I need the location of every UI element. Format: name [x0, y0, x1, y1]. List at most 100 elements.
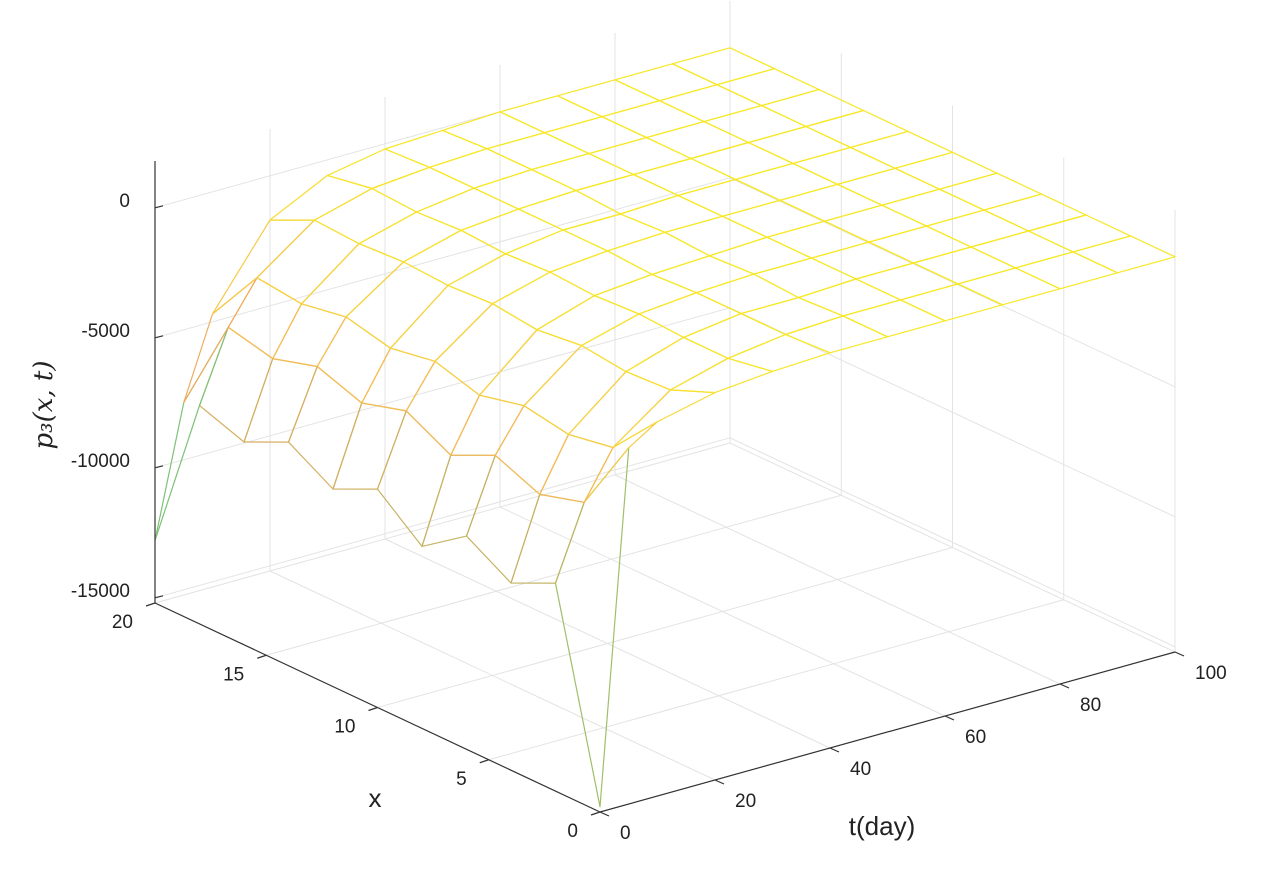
- t-tick-label: 0: [620, 823, 631, 844]
- x-tick: [479, 759, 489, 764]
- mesh-cell: [517, 189, 622, 231]
- mesh-cell: [625, 336, 729, 391]
- mesh-cell: [441, 111, 546, 150]
- mesh-cell: [554, 447, 630, 808]
- mesh-cell: [619, 194, 724, 233]
- mesh-cell: [983, 193, 1087, 232]
- mesh-cell: [671, 47, 776, 86]
- t-tick: [714, 779, 725, 785]
- mesh-cell: [154, 326, 229, 542]
- t-tick: [1059, 683, 1070, 689]
- z-tick: [154, 465, 164, 469]
- t-tick: [1174, 651, 1185, 657]
- mesh-cell: [612, 389, 716, 449]
- t-tick-label: 40: [850, 759, 871, 780]
- t-axis-label: t(day): [849, 811, 915, 841]
- mesh-cell: [316, 316, 392, 404]
- floor-grid-line: [269, 570, 716, 781]
- mesh-cell: [447, 253, 551, 305]
- mesh-cell: [227, 277, 303, 360]
- mesh-cell: [645, 120, 750, 160]
- mesh-cell: [708, 236, 813, 275]
- mesh-cell: [836, 167, 941, 206]
- mesh-cell: [784, 315, 889, 354]
- mesh-cell: [499, 95, 603, 134]
- t-tick-label: 100: [1195, 663, 1227, 684]
- mesh-cell: [651, 255, 755, 294]
- mesh-cell: [575, 173, 679, 215]
- mesh-cell: [664, 215, 768, 257]
- wall-grid-line: [729, 177, 1176, 388]
- mesh-cell: [211, 219, 316, 315]
- t-tick-label: 20: [735, 791, 756, 812]
- mesh-cell: [198, 326, 274, 443]
- mesh-cell: [332, 402, 407, 490]
- wall-grid-line: [154, 307, 731, 469]
- t-tick-label: 60: [965, 727, 986, 748]
- mesh-cell: [703, 104, 807, 144]
- t-tick: [944, 715, 955, 721]
- mesh-cell: [855, 262, 959, 301]
- mesh-cell: [766, 220, 870, 259]
- grid: [154, 1, 1176, 813]
- mesh-cell: [530, 153, 635, 192]
- mesh-cell: [345, 261, 449, 349]
- mesh-cell: [747, 125, 852, 164]
- floor-grid-line: [384, 538, 831, 749]
- floor-grid-line: [154, 442, 731, 604]
- mesh-cell: [899, 283, 1004, 322]
- floor-grid-line: [614, 474, 1061, 685]
- mesh-cell: [658, 84, 763, 123]
- mesh-cell: [669, 357, 774, 394]
- floor-grid-line: [488, 599, 1064, 761]
- mesh-cell: [428, 148, 533, 189]
- mesh-cell: [760, 88, 865, 128]
- t-tick-label: 80: [1080, 695, 1101, 716]
- floor-grid-line: [729, 442, 1176, 653]
- mesh-cell: [868, 225, 972, 264]
- mesh-cell: [580, 313, 685, 373]
- z-axis-label: p₃(x, t): [29, 361, 59, 450]
- mesh-cell: [1014, 251, 1119, 290]
- mesh-cell: [460, 208, 564, 255]
- mesh-cell: [465, 454, 541, 584]
- mesh-cell: [606, 231, 711, 275]
- mesh-cell: [371, 166, 475, 213]
- mesh-cell: [243, 358, 318, 443]
- mesh-cell: [682, 313, 787, 359]
- wall-grid-line: [154, 177, 731, 339]
- t-tick: [599, 811, 610, 817]
- mesh-cell: [405, 360, 481, 456]
- wall-grid-line: [154, 437, 731, 599]
- x-tick: [368, 706, 378, 712]
- mesh-cell: [970, 230, 1074, 269]
- mesh-cell: [549, 250, 653, 297]
- mesh-cell: [1027, 214, 1132, 253]
- z-tick-label: -15000: [71, 581, 130, 602]
- mesh-cell: [588, 137, 692, 176]
- mesh-cell: [690, 141, 794, 180]
- x-tick-label: 5: [456, 769, 467, 790]
- mesh-cell: [486, 132, 590, 171]
- mesh-cell: [478, 329, 583, 407]
- mesh-cell: [300, 243, 405, 318]
- mesh-cell: [543, 116, 648, 155]
- mesh-cell: [695, 273, 800, 315]
- mesh-cell: [716, 68, 820, 107]
- z-tick-label: -10000: [71, 451, 130, 472]
- mesh-cell: [810, 241, 915, 280]
- mesh-cell: [797, 278, 902, 317]
- floor-grid-line: [377, 547, 953, 708]
- mesh-cell: [842, 299, 946, 338]
- floor-grid-line: [266, 494, 842, 656]
- mesh-cell: [957, 267, 1061, 306]
- x-tick: [590, 811, 601, 816]
- wall-grid-line: [729, 437, 1176, 648]
- z-tick: [154, 335, 164, 339]
- mesh-cell: [638, 292, 742, 338]
- mesh-cell: [721, 199, 826, 238]
- mesh-cell: [313, 187, 418, 245]
- mesh-cell: [450, 394, 525, 456]
- mesh-cell: [849, 130, 954, 169]
